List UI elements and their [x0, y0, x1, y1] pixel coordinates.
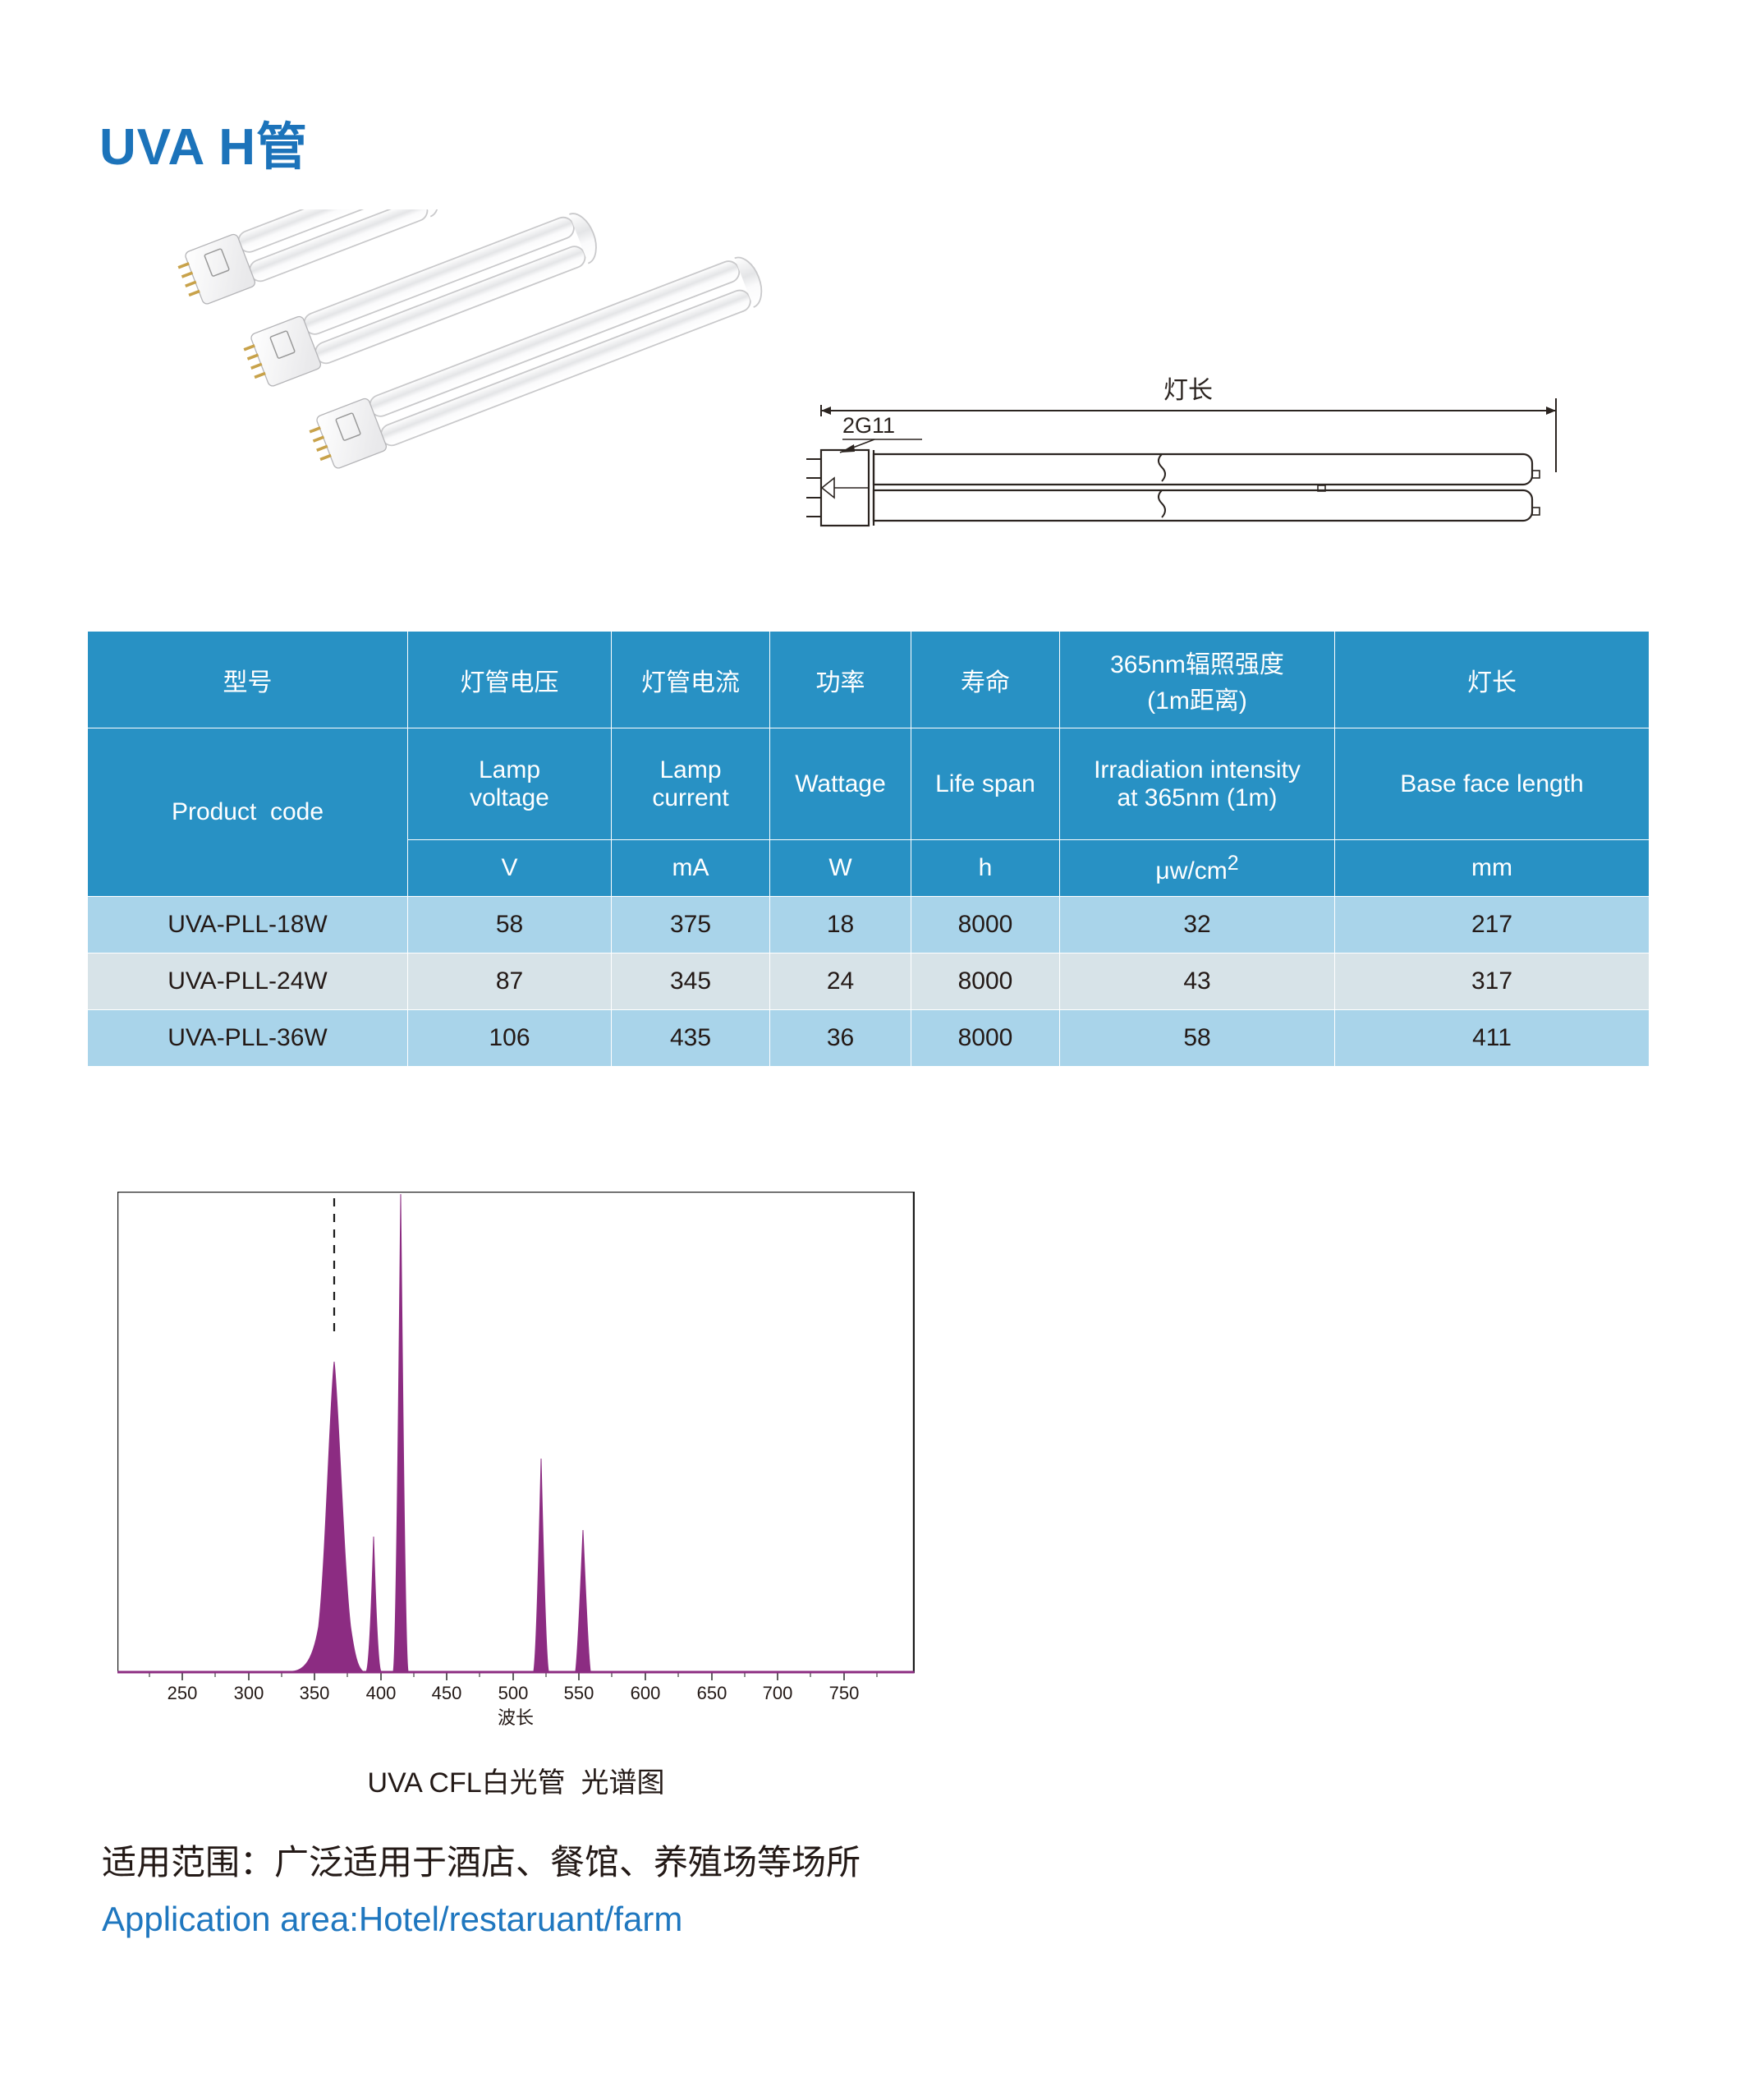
svg-text:400: 400 — [366, 1683, 397, 1703]
svg-text:650: 650 — [697, 1683, 727, 1703]
svg-text:500: 500 — [498, 1683, 529, 1703]
svg-text:300: 300 — [234, 1683, 264, 1703]
svg-text:550: 550 — [564, 1683, 594, 1703]
svg-text:750: 750 — [829, 1683, 860, 1703]
svg-text:600: 600 — [631, 1683, 661, 1703]
svg-text:波长: 波长 — [498, 1707, 534, 1728]
svg-text:450: 450 — [432, 1683, 462, 1703]
svg-text:350: 350 — [300, 1683, 330, 1703]
svg-text:2G11: 2G11 — [842, 413, 895, 438]
svg-text:700: 700 — [763, 1683, 793, 1703]
svg-text:灯长: 灯长 — [1163, 377, 1213, 404]
svg-text:250: 250 — [168, 1683, 198, 1703]
